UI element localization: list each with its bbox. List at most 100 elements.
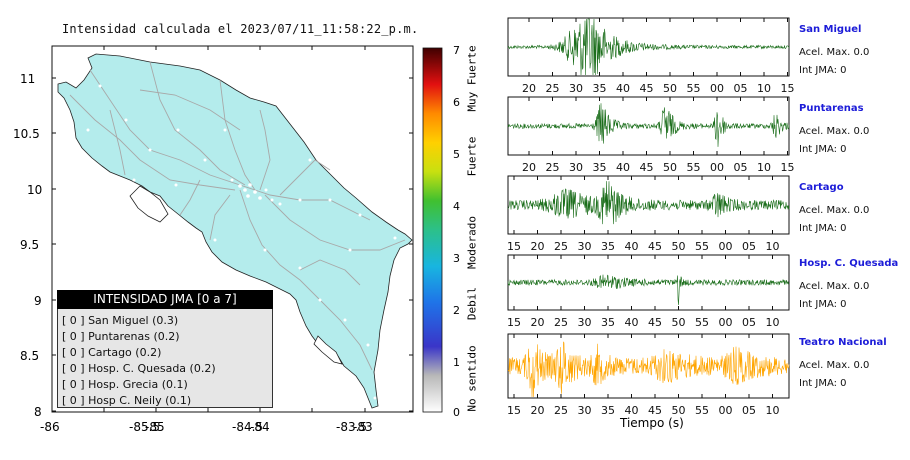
seismogram-panel: 15 20 25 30 35 40 45 50 55 00 05 10 bbox=[507, 333, 790, 417]
lon-tick-85: -85 bbox=[145, 420, 165, 434]
seismogram-tick-label: 40 bbox=[625, 404, 639, 417]
station-jma: Int JMA: 0 bbox=[799, 299, 847, 310]
legend-item: [ 0 ] Hosp C. Neily (0.1) bbox=[62, 394, 192, 407]
seismogram-tick-label: 45 bbox=[648, 404, 662, 417]
seismogram-tick-label: 25 bbox=[546, 161, 560, 174]
lat-tick-9: 9 bbox=[34, 294, 42, 308]
lat-tick-10: 10 bbox=[27, 183, 43, 197]
seismogram-tick-label: 50 bbox=[663, 161, 677, 174]
seismogram-tick-label: 20 bbox=[531, 316, 545, 329]
seismogram-tick-label: 55 bbox=[695, 240, 709, 253]
seismogram-tick-label: 25 bbox=[554, 240, 568, 253]
seismogram-tick-label: 50 bbox=[672, 240, 686, 253]
seismogram-trace bbox=[507, 18, 790, 76]
time-axis-label: Tiempo (s) bbox=[620, 416, 684, 430]
legend-item: [ 0 ] San Miguel (0.3) bbox=[62, 314, 179, 327]
seismogram-tick-label: 45 bbox=[640, 82, 654, 95]
lon-tick-86: -86 bbox=[40, 420, 60, 434]
seismogram-panel: 15 20 25 30 35 40 45 50 55 00 05 10 bbox=[507, 175, 790, 253]
seismogram-tick-label: 10 bbox=[766, 240, 780, 253]
seismogram-tick-label: 00 bbox=[719, 404, 733, 417]
seismogram-tick-label: 35 bbox=[601, 240, 615, 253]
seismogram-tick-label: 00 bbox=[719, 240, 733, 253]
legend-title: INTENSIDAD JMA [0 a 7] bbox=[57, 290, 273, 309]
seismogram-tick-label: 00 bbox=[719, 316, 733, 329]
seismogram-trace bbox=[507, 341, 790, 398]
seismogram-tick-label: 30 bbox=[578, 404, 592, 417]
seismogram-trace bbox=[507, 181, 790, 225]
seismogram-panel: 15 20 25 30 35 40 45 50 55 00 05 10 bbox=[507, 254, 790, 329]
colorbar-tick: 6 bbox=[453, 96, 460, 109]
station-markers bbox=[86, 84, 397, 400]
station-jma: Int JMA: 0 bbox=[799, 65, 847, 76]
seismogram-tick-label: 55 bbox=[687, 82, 701, 95]
lon-tick-83: -83 bbox=[353, 420, 373, 434]
seismogram-tick-label: 15 bbox=[781, 82, 795, 95]
seismogram-tick-label: 05 bbox=[742, 404, 756, 417]
station-jma: Int JMA: 0 bbox=[799, 378, 847, 389]
seismogram-tick-label: 35 bbox=[601, 404, 615, 417]
legend-item: [ 0 ] Puntarenas (0.2) bbox=[62, 330, 180, 343]
colorbar-tick: 5 bbox=[453, 148, 460, 161]
seismogram-tick-label: 45 bbox=[648, 240, 662, 253]
lon-tick-83-5: -83.5 bbox=[336, 420, 368, 434]
seismogram-tick-label: 20 bbox=[531, 240, 545, 253]
map-title: Intensidad calculada el 2023/07/11_11:58… bbox=[62, 22, 419, 36]
seismogram-tick-label: 25 bbox=[546, 82, 560, 95]
seismogram-tick-label: 10 bbox=[757, 161, 771, 174]
colorbar-tick: 1 bbox=[453, 356, 460, 369]
legend-item: [ 0 ] Hosp. Grecia (0.1) bbox=[62, 378, 188, 391]
station-name-puntarenas: Puntarenas bbox=[799, 103, 864, 114]
seismogram-tick-label: 35 bbox=[593, 161, 607, 174]
colorbar-tick: 0 bbox=[453, 406, 460, 419]
road-network bbox=[69, 61, 406, 371]
seismogram-tick-label: 45 bbox=[648, 316, 662, 329]
seismogram-tick-label: 05 bbox=[742, 240, 756, 253]
colorbar-tick: 7 bbox=[453, 44, 460, 57]
seismogram-tick-label: 40 bbox=[616, 82, 630, 95]
lat-tick-9-5: 9.5 bbox=[20, 238, 40, 252]
seismogram-tick-label: 50 bbox=[663, 82, 677, 95]
station-accel: Acel. Max. 0.0 bbox=[799, 47, 870, 58]
lat-tick-10-5: 10.5 bbox=[13, 127, 40, 141]
seismogram-tick-label: 40 bbox=[625, 240, 639, 253]
seismogram-tick-label: 25 bbox=[554, 404, 568, 417]
lat-tick-8-5: 8.5 bbox=[20, 349, 40, 363]
station-jma: Int JMA: 0 bbox=[799, 144, 847, 155]
station-jma: Int JMA: 0 bbox=[799, 223, 847, 234]
seismogram-tick-label: 55 bbox=[695, 316, 709, 329]
seismogram-tick-label: 10 bbox=[766, 404, 780, 417]
seismogram-tick-label: 10 bbox=[757, 82, 771, 95]
lat-tick-11: 11 bbox=[20, 72, 36, 86]
station-name-cartago: Cartago bbox=[799, 182, 844, 193]
intensity-legend bbox=[57, 290, 273, 408]
colorbar-tick: 4 bbox=[453, 200, 460, 213]
seismogram-tick-label: 15 bbox=[781, 161, 795, 174]
lon-tick-84-5: -84.5 bbox=[232, 420, 264, 434]
lon-tick-85-5: -85.5 bbox=[129, 420, 161, 434]
legend-item: [ 0 ] Hosp. C. Quesada (0.2) bbox=[62, 362, 216, 375]
seismogram-tick-label: 35 bbox=[593, 82, 607, 95]
legend-item: [ 0 ] Cartago (0.2) bbox=[62, 346, 162, 359]
seismogram-trace bbox=[507, 274, 790, 306]
seismogram-tick-label: 55 bbox=[695, 404, 709, 417]
seismogram-panel: 20 25 30 35 40 45 50 55 00 05 10 15 bbox=[507, 17, 795, 95]
seismogram-tick-label: 00 bbox=[710, 161, 724, 174]
seismogram-tick-label: 40 bbox=[616, 161, 630, 174]
lon-tick-84: -84 bbox=[250, 420, 270, 434]
seismogram-tick-label: 15 bbox=[507, 316, 521, 329]
station-name-teatro-nacional: Teatro Nacional bbox=[799, 337, 887, 348]
colorbar-tick: 3 bbox=[453, 252, 460, 265]
station-accel: Acel. Max. 0.0 bbox=[799, 360, 870, 371]
seismogram-tick-label: 15 bbox=[507, 240, 521, 253]
seismogram-tick-label: 05 bbox=[734, 161, 748, 174]
seismogram-tick-label: 00 bbox=[710, 82, 724, 95]
seismogram-tick-label: 20 bbox=[522, 82, 536, 95]
seismogram-tick-label: 40 bbox=[625, 316, 639, 329]
seismogram-tick-label: 30 bbox=[569, 82, 583, 95]
seismogram-tick-label: 55 bbox=[687, 161, 701, 174]
seismogram-tick-label: 05 bbox=[742, 316, 756, 329]
seismogram-tick-label: 20 bbox=[531, 404, 545, 417]
